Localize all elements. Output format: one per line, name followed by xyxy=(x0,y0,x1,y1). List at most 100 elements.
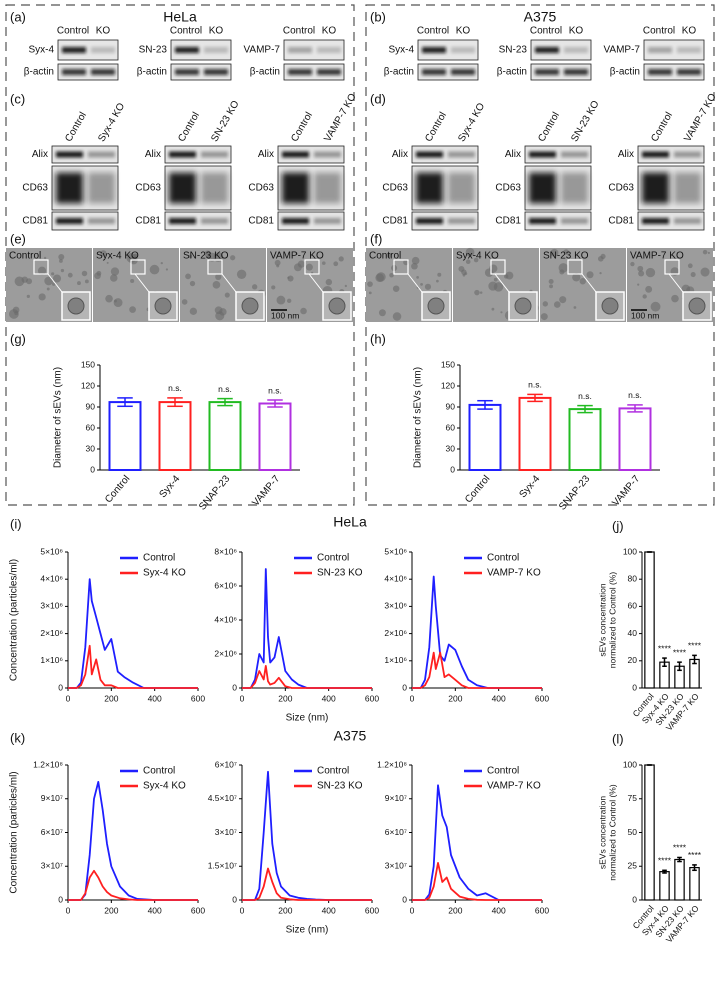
inset-link xyxy=(134,273,150,293)
vesicle xyxy=(645,285,653,293)
vesicle xyxy=(325,278,333,286)
y-tick-label: 0 xyxy=(232,682,237,692)
inset-box xyxy=(33,259,49,275)
band xyxy=(564,69,588,75)
panel-letter: (j) xyxy=(612,518,624,533)
y-tick-label: 0 xyxy=(58,682,63,692)
inset-box xyxy=(130,259,146,275)
band xyxy=(422,69,446,75)
band xyxy=(648,69,672,75)
panel-letter: (c) xyxy=(10,91,25,106)
band xyxy=(62,47,86,53)
lane-label: Control xyxy=(283,26,315,37)
band xyxy=(674,218,701,224)
bar xyxy=(258,402,292,471)
annotation: n.s. xyxy=(628,390,642,400)
vesicle xyxy=(416,276,419,279)
vesicle xyxy=(690,271,696,278)
row-label: β-actin xyxy=(610,67,640,78)
vesicle xyxy=(60,268,65,273)
vesicle xyxy=(189,280,196,287)
vesicle xyxy=(293,263,302,272)
vesicle xyxy=(52,274,62,283)
inset-link xyxy=(47,273,63,293)
row-label: CD81 xyxy=(248,216,274,227)
row-label: β-actin xyxy=(24,67,54,78)
band xyxy=(201,172,228,204)
vesicle xyxy=(702,249,708,255)
lane-label: Control xyxy=(417,26,449,37)
y-tick-label: 75 xyxy=(628,793,638,803)
legend-label: Control xyxy=(143,553,175,564)
blot xyxy=(277,145,345,164)
blot xyxy=(170,63,232,81)
band xyxy=(91,69,115,75)
lane-label: VAMP-7 KO xyxy=(682,92,718,144)
vesicle xyxy=(110,267,120,276)
lane-label: KO xyxy=(682,26,697,37)
blot xyxy=(57,63,119,81)
vesicle xyxy=(436,279,439,283)
y-axis-title: sEVs concentration xyxy=(597,583,607,657)
x-tick-label: 400 xyxy=(148,693,162,703)
blot xyxy=(411,211,479,231)
vesicle xyxy=(149,264,160,275)
vesicle xyxy=(493,277,498,282)
x-tick-label: 600 xyxy=(535,905,549,915)
y-tick-label: 150 xyxy=(441,359,455,369)
lane-label: SN-23 KO xyxy=(569,99,601,144)
y-tick-label: 40 xyxy=(628,628,638,638)
inset-link xyxy=(668,273,684,293)
x-tick-label: Control xyxy=(103,474,132,506)
series-line xyxy=(412,575,542,689)
y-tick-label: 120 xyxy=(81,380,95,390)
legend-label: Control xyxy=(487,553,519,564)
lane-label: Control xyxy=(643,26,675,37)
vesicle xyxy=(43,256,47,260)
lane-label: VAMP-7 KO xyxy=(322,92,358,144)
band xyxy=(648,47,672,53)
lane-label: SN-23 KO xyxy=(209,99,241,144)
band xyxy=(642,172,669,204)
x-tick-label: 600 xyxy=(191,905,205,915)
band xyxy=(416,172,443,204)
row-label: CD63 xyxy=(382,183,408,194)
row-label: CD63 xyxy=(22,183,48,194)
vesicle xyxy=(311,271,314,274)
lane-label: Control xyxy=(423,110,449,143)
panel-letter: (h) xyxy=(370,331,386,346)
panel-letter: (d) xyxy=(370,91,386,106)
vesicle xyxy=(236,269,247,280)
series-line xyxy=(68,869,198,901)
annotation: **** xyxy=(658,856,672,866)
vesicle xyxy=(599,272,602,275)
band xyxy=(201,218,228,224)
row-label: Alix xyxy=(505,149,521,160)
y-tick-label: 3×10⁷ xyxy=(215,827,237,837)
x-tick-label: 0 xyxy=(240,693,245,703)
y-tick-label: 0 xyxy=(450,464,455,474)
em-caption: SN-23 KO xyxy=(183,251,229,262)
band xyxy=(448,218,475,224)
vesicle xyxy=(411,256,420,265)
legend-label: VAMP-7 KO xyxy=(487,781,541,792)
vesicle xyxy=(100,250,107,257)
vesicle xyxy=(558,263,569,273)
band xyxy=(88,172,115,204)
vesicle xyxy=(321,261,326,265)
vesicle xyxy=(287,276,290,279)
y-tick-label: 3×10⁷ xyxy=(41,861,63,871)
vesicle xyxy=(38,293,46,301)
y-tick-label: 6×10⁷ xyxy=(215,759,237,769)
row-label: CD63 xyxy=(248,183,274,194)
y-tick-label: 150 xyxy=(81,359,95,369)
section-title: HeLa xyxy=(333,514,367,530)
vesicle xyxy=(130,278,135,284)
band xyxy=(564,47,588,53)
vesicle xyxy=(44,276,54,286)
vesicle xyxy=(94,272,101,280)
band xyxy=(169,172,196,204)
x-tick-label: SNAP-23 xyxy=(557,473,593,512)
vesicle xyxy=(500,311,503,314)
band xyxy=(282,218,309,224)
